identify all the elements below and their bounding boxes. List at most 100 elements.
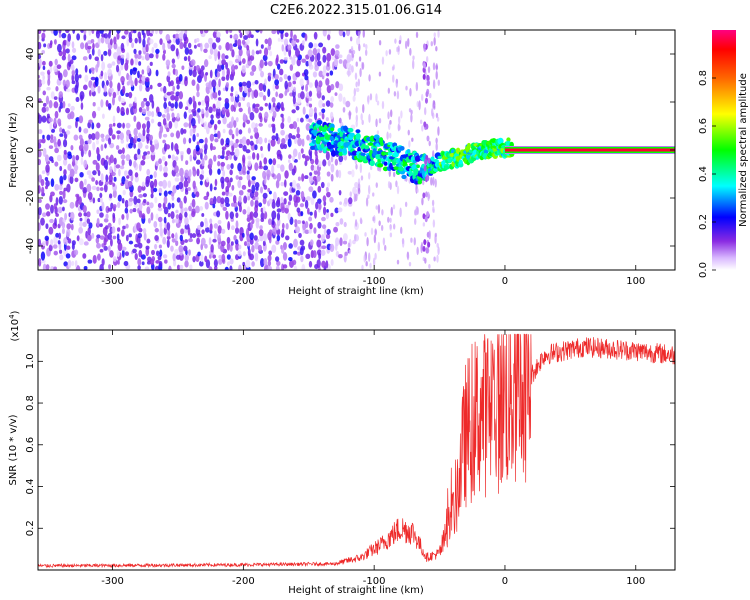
spectrogram-cell (109, 38, 113, 46)
spectrogram-cell (189, 232, 193, 239)
spectrogram-cell (97, 37, 101, 45)
spectrogram-cell (204, 154, 208, 161)
spectrogram-cell (136, 198, 141, 204)
spectrogram-cell (165, 144, 171, 150)
spectrogram-cell (294, 222, 298, 228)
spectrogram-cell (124, 179, 129, 188)
spectrogram-cell (264, 78, 267, 86)
spectrogram-cell (280, 122, 285, 130)
spectrogram-cell (171, 238, 176, 243)
spectrogram-cell (44, 176, 49, 181)
spectrogram-cell (322, 54, 327, 63)
spectrogram-cell (100, 144, 104, 152)
spectrogram-cell (209, 133, 215, 142)
spectrogram-cell (275, 132, 279, 142)
spectrogram-cell (38, 206, 42, 216)
spectrogram-cell (360, 113, 363, 121)
spectrogram-cell (345, 100, 351, 108)
spectrogram-cell (159, 227, 163, 237)
spectrogram-cell (434, 178, 437, 188)
spectrogram-cell (179, 151, 185, 156)
spectrogram-cell (279, 30, 285, 34)
spectrogram-cell (150, 193, 154, 199)
spectrogram-cell (427, 66, 431, 74)
spectrogram-cell (62, 199, 68, 204)
spectrogram-cell (179, 200, 183, 209)
spectrogram-cell (69, 168, 75, 178)
spectrogram-cell (153, 221, 158, 228)
spectrogram-cell (138, 163, 142, 172)
spectrogram-cell (172, 253, 176, 262)
spectrogram-cell (267, 60, 273, 67)
spectrogram-cell (230, 95, 235, 103)
spectrogram-cell (280, 113, 284, 118)
spectrogram-cell (381, 56, 385, 65)
spectrogram-cell (305, 83, 309, 92)
spectrogram-cell (183, 195, 187, 204)
spectrogram-cell (170, 192, 175, 197)
spectrogram-cell (44, 235, 50, 241)
spectrogram-cell (71, 74, 75, 82)
spectrogram-cell (215, 106, 221, 117)
spectrogram-cell (390, 109, 393, 118)
spectrogram-cell (69, 201, 75, 209)
spectrogram-cell (82, 56, 88, 61)
spectrogram-cell (281, 228, 285, 236)
spectrogram-cell (153, 178, 158, 188)
spectrogram-cell (338, 253, 343, 259)
spectrogram-cell (138, 249, 143, 258)
spectrogram-cell (41, 170, 46, 175)
spectrogram-cell (436, 116, 440, 122)
spectrogram-cell (263, 47, 269, 57)
spectrogram-cell (183, 56, 188, 61)
spectrogram-cell (349, 132, 355, 137)
spectrogram-cell (121, 35, 126, 40)
spectrogram-cell (310, 145, 316, 150)
spectrogram-cell (67, 125, 72, 129)
spectrogram-cell (349, 36, 353, 42)
spectrogram-cell (67, 238, 72, 244)
spectrogram-cell (260, 44, 264, 49)
spectrogram-cell (174, 232, 178, 242)
spectrogram-cell (308, 42, 314, 49)
spectrogram-cell (75, 96, 80, 103)
spectrogram-cell (387, 87, 391, 94)
spectrogram-cell (436, 254, 439, 263)
spectrogram-cell (260, 70, 265, 78)
spectrogram-cell (138, 50, 142, 55)
spectrogram-cell (119, 132, 125, 141)
spectrogram-cell (408, 140, 411, 148)
spectrogram-cell (203, 195, 209, 201)
spectrogram-cell (155, 260, 161, 264)
spectrogram-cell (302, 106, 306, 115)
spectrogram-cell (289, 216, 294, 225)
spectrogram-cell (120, 98, 126, 104)
spectrogram-cell (155, 48, 160, 54)
spectrogram-cell (184, 30, 188, 35)
spectrogram-cell (107, 222, 112, 228)
spectrogram-cell (233, 142, 239, 149)
spectrogram-cell (208, 266, 213, 270)
spectrogram-cell (247, 179, 251, 188)
spectrogram-cell (133, 115, 137, 122)
spectrogram-cell (73, 134, 79, 141)
spectrogram-heatmap (38, 30, 675, 270)
spectrogram-cell (157, 216, 163, 223)
spectrogram-cell (113, 36, 117, 45)
spectrogram-cell (235, 227, 240, 234)
spectrogram-cell (276, 63, 281, 70)
spectrogram-cell (310, 164, 315, 171)
spectrogram-cell (217, 233, 221, 243)
spectrogram-cell (67, 33, 72, 42)
spectrogram-cell (414, 218, 417, 225)
spectrogram-cell (326, 208, 329, 213)
spectrogram-cell (104, 37, 110, 45)
spectrogram-cell (115, 164, 121, 169)
spectrogram-cell (43, 43, 47, 48)
spectrogram-cell (216, 195, 222, 204)
spectrogram-cell (41, 138, 46, 144)
spectrogram-cell (416, 188, 419, 193)
spectrogram-cell (365, 261, 368, 267)
spectrogram-cell (210, 119, 215, 125)
spectrogram-cell (229, 211, 235, 220)
